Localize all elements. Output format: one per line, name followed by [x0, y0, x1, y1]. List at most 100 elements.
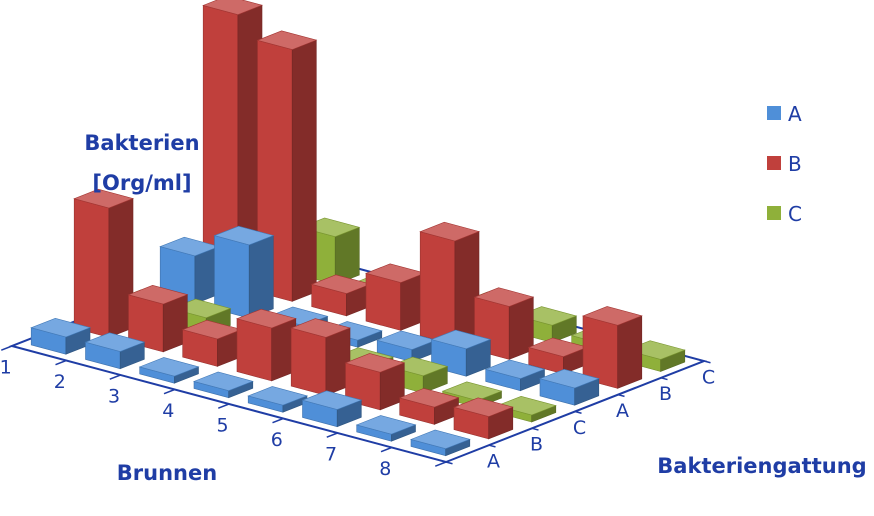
y-axis-title: Bakteriengattung [657, 454, 866, 478]
bar [181, 319, 243, 367]
tick-labels: 1 2 3 4 5 6 7 8 A B C A B C [0, 356, 715, 480]
bar-top-face [355, 415, 417, 435]
bar-top-face [301, 390, 363, 410]
x-axis-tick-mark [380, 446, 393, 453]
legend-label-b: B [788, 152, 802, 176]
bar [376, 330, 437, 363]
x-tick-label: 3 [108, 385, 120, 407]
bar-top-face [30, 317, 91, 338]
x-axis-tick-mark [55, 359, 67, 366]
bar-top-face [430, 329, 492, 350]
bar [430, 329, 492, 377]
bar [419, 221, 480, 346]
bar-top-face [247, 386, 308, 406]
legend-label-c: C [788, 202, 802, 226]
legend: A B C [767, 102, 802, 226]
x-axis-tick-mark [163, 388, 176, 395]
bar [310, 274, 372, 317]
x-tick-label: 2 [54, 371, 66, 393]
bar [84, 332, 146, 370]
z-axis-title-line-2: [Org/ml] [92, 171, 191, 195]
bar-top-face [344, 353, 406, 373]
bar-top-face [236, 308, 297, 329]
bar [527, 337, 589, 375]
bar [410, 429, 471, 457]
bar-front-face [290, 327, 327, 396]
bar [30, 317, 91, 355]
bar [159, 236, 220, 305]
y-axis-tick-mark [660, 377, 668, 381]
x-tick-label: 6 [271, 429, 283, 451]
bar [365, 263, 426, 331]
y-axis-tick-mark [617, 393, 625, 398]
bar-top-face [73, 188, 134, 209]
x-axis-tick-mark [0, 345, 13, 351]
legend-swatch-b [767, 156, 781, 170]
bar-top-face [473, 287, 535, 307]
legend-swatch-a [767, 106, 781, 120]
bar-top-face [496, 395, 557, 416]
bar [247, 386, 308, 413]
y-tick-label: C [573, 417, 586, 439]
bar-side-face [291, 39, 317, 302]
bar [127, 284, 189, 353]
bar-top-face [213, 225, 275, 246]
bar-top-face [290, 318, 351, 338]
bar [398, 388, 460, 425]
bar [138, 357, 200, 384]
bar-side-face [617, 315, 643, 389]
bar-top-face [256, 30, 318, 50]
bar [73, 188, 134, 338]
bar-front-face [419, 231, 456, 346]
y-tick-label: B [530, 434, 543, 456]
y-axis-tick-mark [445, 461, 453, 465]
bar [453, 397, 514, 440]
x-axis-tick-mark [272, 417, 284, 424]
x-tick-label: 8 [379, 458, 391, 480]
bar-top-face [398, 388, 460, 408]
y-axis-tick-mark [488, 444, 496, 448]
x-tick-label: 5 [217, 414, 229, 436]
x-tick-label: 4 [162, 400, 174, 422]
bar-front-face [236, 318, 273, 382]
legend-label-a: A [788, 102, 802, 126]
y-axis-tick-mark [703, 360, 711, 364]
bar-front-face [365, 272, 402, 331]
x-axis-tick-mark [109, 374, 121, 380]
y-tick-label: A [487, 451, 500, 473]
y-tick-label: A [616, 400, 629, 422]
bar-top-face [582, 306, 643, 326]
y-axis-tick-mark [531, 427, 539, 431]
bar [484, 359, 546, 392]
bar [582, 306, 643, 389]
bar-side-face [248, 235, 274, 319]
x-axis-tick-mark [217, 403, 230, 409]
bar-front-face [73, 198, 110, 338]
bar [539, 368, 600, 406]
bar-top-face [410, 429, 471, 450]
bar-top-face [387, 356, 449, 377]
x-axis-tick-mark [326, 432, 338, 438]
x-tick-label: 7 [325, 443, 337, 465]
bar [213, 225, 275, 319]
legend-swatch-c [767, 206, 781, 220]
bar-top-face [484, 359, 546, 379]
bar-top-face [202, 0, 263, 16]
bar-top-face [441, 381, 503, 401]
bars [30, 0, 686, 457]
bar [355, 415, 417, 442]
y-tick-label: C [702, 366, 715, 388]
bar [344, 353, 406, 411]
x-axis-tick-mark [434, 461, 447, 467]
z-axis-title-line-1: Bakterien [84, 131, 199, 155]
bar [236, 308, 297, 382]
bar-top-face [539, 368, 600, 389]
y-tick-label: B [659, 383, 672, 405]
bar-top-face [453, 397, 514, 417]
bar-top-face [138, 357, 200, 377]
bar-top-face [84, 332, 146, 352]
bar-top-face [193, 371, 254, 392]
bar-top-face [419, 221, 480, 242]
x-axis-title: Brunnen [117, 461, 217, 485]
